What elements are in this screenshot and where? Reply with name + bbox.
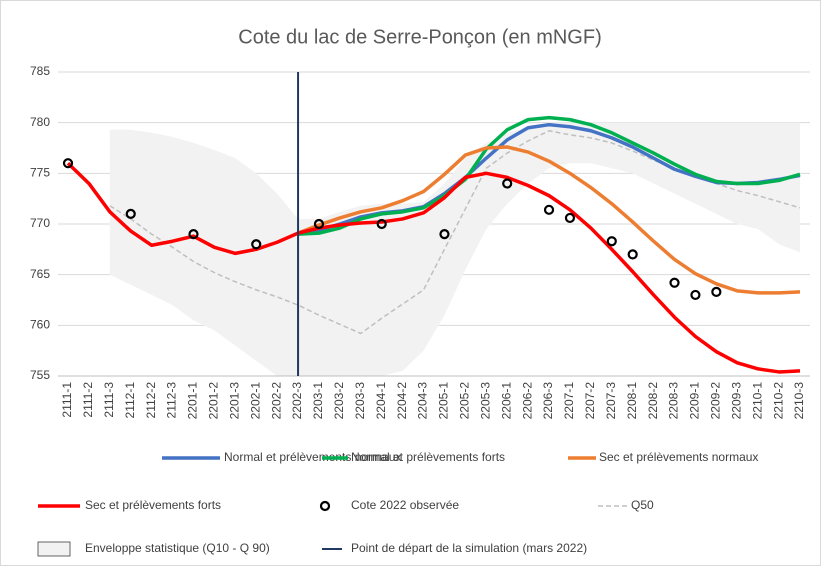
legend-label: Point de départ de la simulation (mars 2…: [351, 541, 587, 555]
x-tick-label: 2210-2: [771, 382, 785, 420]
x-tick-label: 2206-2: [520, 382, 534, 420]
observed-point: [690, 289, 701, 301]
observed-point: [606, 236, 617, 247]
x-tick-label: 2206-1: [499, 382, 513, 420]
x-tick-label: 2201-3: [227, 382, 241, 420]
x-tick-label: 2202-1: [248, 382, 262, 420]
observed-point: [711, 286, 722, 297]
legend-label: Normal et prélèvements forts: [351, 450, 505, 464]
legend-label: Sec et prélèvements forts: [85, 498, 221, 512]
x-tick-label: 2112-2: [144, 382, 158, 419]
x-tick-label: 2208-1: [625, 382, 639, 420]
y-tick-label: 760: [30, 318, 50, 332]
observed-point: [62, 158, 74, 169]
y-tick-label: 770: [30, 216, 50, 230]
legend-label: Sec et prélèvements normaux: [599, 450, 758, 464]
observed-point: [188, 229, 199, 240]
x-tick-label: 2207-3: [604, 382, 618, 420]
x-tick-label: 2205-2: [458, 382, 472, 420]
observed-point: [125, 208, 136, 219]
x-tick-label: 2208-2: [646, 382, 660, 420]
y-tick-label: 765: [30, 267, 50, 281]
envelope-area: [109, 122, 801, 377]
x-tick-label: 2209-3: [729, 382, 743, 420]
x-tick-label: 2210-1: [750, 382, 764, 420]
y-tick-label: 755: [30, 368, 50, 382]
observed-point: [376, 218, 387, 230]
x-tick-label: 2111-2: [81, 382, 95, 418]
observed-point: [627, 249, 638, 260]
legend-label: Cote 2022 observée: [351, 498, 459, 512]
x-tick-label: 2201-1: [186, 382, 200, 420]
legend-label: Q50: [631, 498, 654, 512]
x-tick-label: 2204-1: [374, 382, 388, 420]
observed-point: [669, 277, 680, 288]
observed-point: [502, 178, 513, 189]
x-tick-label: 2201-2: [207, 382, 221, 420]
x-tick-label: 2205-3: [478, 382, 492, 420]
x-tick-label: 2203-2: [332, 382, 346, 420]
chart-title: Cote du lac de Serre-Ponçon (en mNGF): [238, 26, 602, 48]
x-tick-label: 2206-3: [541, 382, 555, 420]
observed-point: [439, 229, 450, 240]
x-tick-label: 2202-2: [269, 382, 283, 420]
x-tick-label: 2210-3: [792, 382, 806, 420]
legend-swatch: [37, 541, 71, 557]
x-tick-label: 2207-1: [562, 382, 576, 420]
x-tick-label: 2112-1: [123, 382, 137, 419]
x-tick-label: 2203-3: [353, 382, 367, 420]
legend-label: Enveloppe statistique (Q10 - Q 90): [85, 541, 270, 555]
observed-point: [251, 239, 262, 250]
y-tick-label: 775: [30, 166, 50, 180]
legend-swatch: [319, 500, 331, 512]
x-tick-label: 2208-3: [667, 382, 681, 420]
x-tick-label: 2111-3: [102, 382, 116, 418]
x-tick-label: 2204-3: [416, 382, 430, 420]
legend-label: Normal et prélèvements normaux: [224, 450, 401, 464]
series-line: [297, 145, 801, 295]
series-line: [297, 115, 801, 236]
x-tick-label: 2202-3: [290, 382, 304, 420]
y-tick-label: 780: [30, 115, 50, 129]
x-tick-label: 2203-1: [311, 382, 325, 420]
observed-point: [543, 204, 555, 215]
x-tick-label: 2209-1: [688, 382, 702, 420]
x-tick-label: 2204-2: [395, 382, 409, 420]
x-tick-label: 2209-2: [709, 382, 723, 420]
observed-point: [313, 218, 325, 230]
x-tick-label: 2205-1: [437, 382, 451, 420]
y-tick-label: 785: [30, 64, 50, 78]
x-tick-label: 2207-2: [583, 382, 597, 420]
observed-point: [564, 212, 576, 224]
x-tick-label: 2112-3: [165, 382, 179, 419]
x-tick-label: 2111-1: [60, 382, 74, 418]
